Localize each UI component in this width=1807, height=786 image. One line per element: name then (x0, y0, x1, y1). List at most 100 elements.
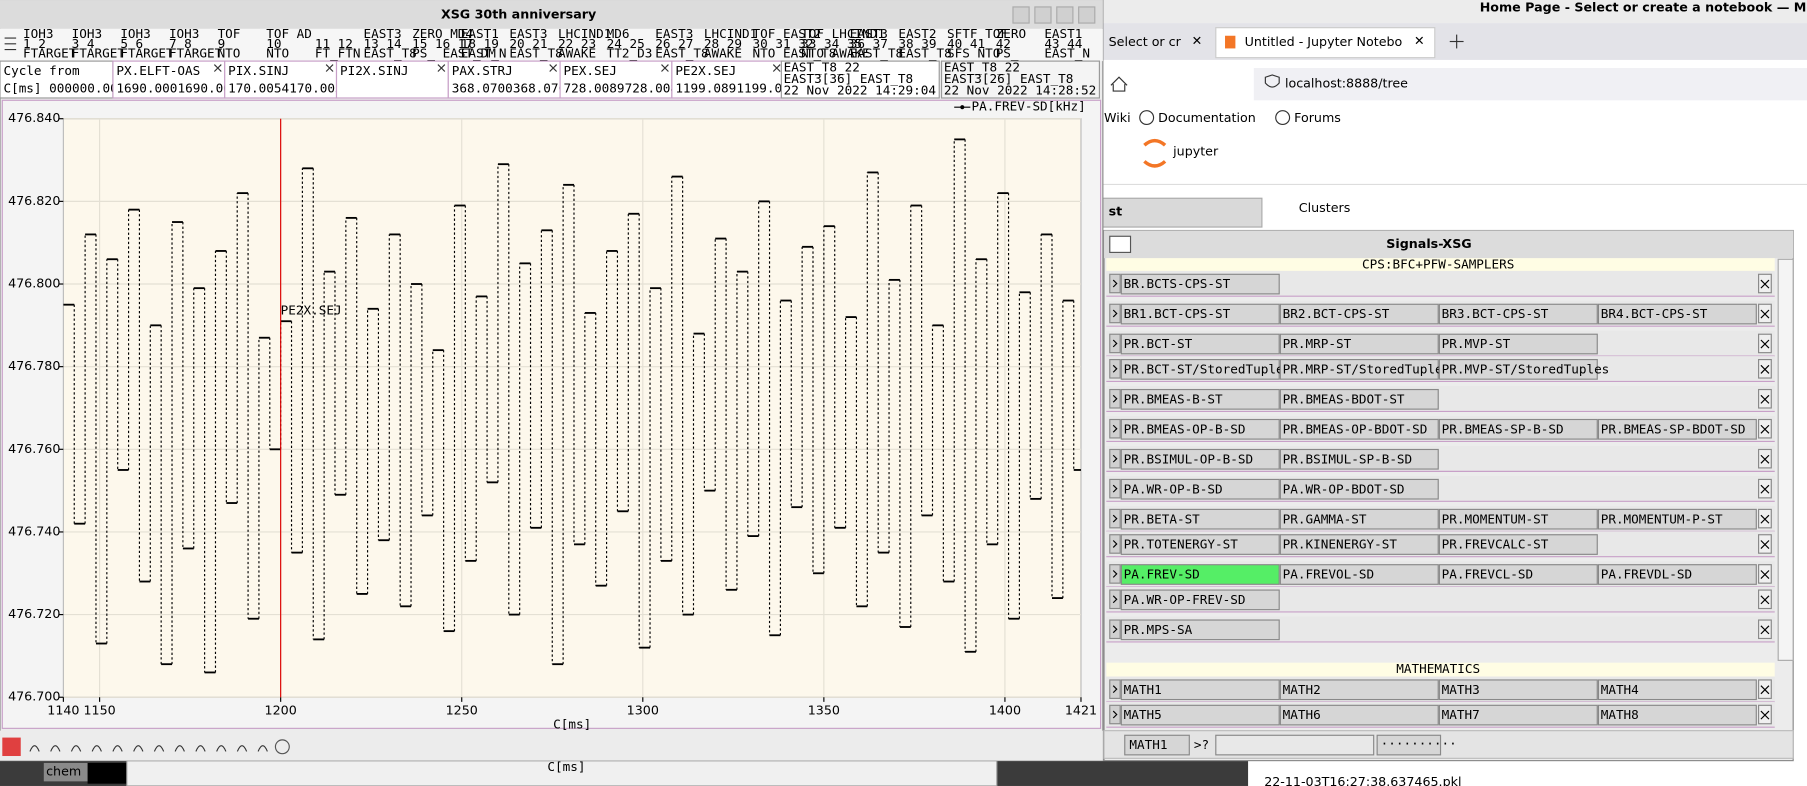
expand-button[interactable] (1109, 564, 1121, 584)
signal-button-label[interactable]: PR.BMEAS-OP-BDOT-SD (1283, 421, 1428, 436)
signal-button[interactable] (1120, 333, 1280, 355)
signal-button-label[interactable]: MATH1 (1124, 682, 1162, 697)
signal-button-label[interactable]: PA.WR-OP-BDOT-SD (1283, 481, 1405, 496)
signal-button-label[interactable]: PR.BSIMUL-OP-B-SD (1124, 451, 1254, 466)
signal-button[interactable] (1120, 418, 1280, 440)
signal-button-label[interactable]: MATH2 (1283, 682, 1321, 697)
signal-button[interactable] (1597, 679, 1757, 701)
tool-icon[interactable] (112, 745, 123, 752)
signal-button-label[interactable]: PR.BCT-ST (1124, 336, 1193, 351)
signal-button-label[interactable]: BR2.BCT-CPS-ST (1283, 306, 1390, 321)
signal-button[interactable] (1120, 273, 1280, 295)
window-button[interactable] (1078, 6, 1096, 24)
signal-button[interactable] (1438, 303, 1598, 325)
signal-box[interactable] (559, 60, 673, 99)
expand-button[interactable] (1109, 388, 1121, 409)
menu-icon[interactable] (4, 37, 17, 51)
select-text[interactable]: MATH1 (1129, 737, 1167, 752)
signal-button-label[interactable]: MATH3 (1442, 682, 1480, 697)
signal-button[interactable] (1120, 448, 1280, 470)
signal-button[interactable] (1438, 508, 1598, 530)
signal-button-label[interactable]: PR.GAMMA-ST (1283, 511, 1367, 526)
dots[interactable]: ·········· (1381, 736, 1457, 751)
settings-icon[interactable] (274, 739, 290, 755)
signal-button-label[interactable]: PR.TOTENERGY-ST (1124, 537, 1239, 552)
signal-box[interactable] (112, 60, 226, 99)
expand-button[interactable] (1109, 273, 1121, 294)
signal-button-label[interactable]: PR.BSIMUL-SP-B-SD (1283, 451, 1413, 466)
signal-button[interactable] (1438, 418, 1598, 440)
signal-button-label[interactable]: BR1.BCT-CPS-ST (1124, 306, 1231, 321)
signal-button[interactable] (1279, 679, 1439, 701)
signal-box[interactable] (447, 60, 561, 99)
expand-button[interactable] (1109, 478, 1121, 499)
signal-button[interactable] (1279, 564, 1439, 585)
signal-button-label[interactable]: PR.BETA-ST (1124, 511, 1201, 526)
signal-button-label[interactable]: MATH4 (1601, 682, 1639, 697)
select-box[interactable] (1124, 734, 1190, 756)
signal-button[interactable] (1120, 679, 1280, 701)
signal-button-label[interactable]: PR.BMEAS-SP-B-SD (1442, 421, 1564, 436)
signal-button-label[interactable]: PR.BMEAS-BDOT-ST (1283, 391, 1405, 406)
signal-button[interactable] (1279, 388, 1439, 410)
signal-button[interactable] (1120, 388, 1280, 410)
signal-button[interactable] (1120, 359, 1280, 380)
tab-title[interactable]: Untitled - Jupyter Notebo (1245, 34, 1403, 49)
signal-button-label[interactable]: PA.FREVCL-SD (1442, 567, 1533, 582)
signal-button-label[interactable]: PR.MVP-ST/StoredTuples (1442, 361, 1610, 376)
bookmark[interactable]: Forums (1294, 110, 1341, 125)
signal-button-label[interactable]: MATH7 (1442, 707, 1480, 722)
signal-button-label[interactable]: PR.BMEAS-SP-BDOT-SD (1601, 421, 1746, 436)
expand-button[interactable] (1109, 679, 1121, 699)
tool-icon[interactable] (91, 745, 102, 752)
tool-icon[interactable] (133, 745, 144, 752)
tab-title[interactable]: Select or cr (1109, 34, 1182, 49)
url-bar[interactable] (1253, 68, 1807, 101)
signal-box[interactable] (224, 60, 338, 99)
signal-button[interactable] (1279, 303, 1439, 325)
input-box[interactable] (1215, 734, 1375, 756)
bookmark[interactable]: Wiki (1104, 110, 1131, 125)
signal-button-label[interactable]: BR4.BCT-CPS-ST (1601, 306, 1708, 321)
signal-button[interactable] (1279, 534, 1439, 555)
signal-button-label[interactable]: PR.MOMENTUM-ST (1442, 511, 1549, 526)
signal-button[interactable] (1597, 418, 1757, 440)
signal-button-label[interactable]: PR.FREVCALC-ST (1442, 537, 1549, 552)
expand-button[interactable] (1109, 534, 1121, 554)
signal-button[interactable] (1120, 704, 1280, 726)
taskbar-item[interactable] (43, 762, 90, 782)
signal-button[interactable] (1438, 359, 1598, 380)
signal-button[interactable] (1438, 534, 1598, 555)
signal-button-label[interactable]: PR.BCT-ST/StoredTuples (1124, 361, 1292, 376)
signal-button-label[interactable]: PR.BMEAS-B-ST (1124, 391, 1223, 406)
signal-button-label[interactable]: PA.WR-OP-B-SD (1124, 481, 1223, 496)
tool-icon[interactable] (174, 745, 185, 752)
expand-button[interactable] (1109, 418, 1121, 439)
tool-icon[interactable] (50, 745, 61, 752)
signal-button[interactable] (1597, 564, 1757, 585)
window-button[interactable] (1012, 6, 1030, 24)
signal-button[interactable] (1438, 704, 1598, 726)
signal-button-label[interactable]: PR.MRP-ST (1283, 336, 1352, 351)
signal-button[interactable] (1279, 478, 1439, 500)
signal-button[interactable] (1597, 303, 1757, 325)
tool-icon[interactable] (257, 745, 268, 752)
scrollbar[interactable] (1777, 258, 1794, 661)
signal-button[interactable] (1120, 508, 1280, 530)
expand-button[interactable] (1109, 508, 1121, 529)
expand-button[interactable] (1109, 333, 1121, 354)
signal-button-label[interactable]: PA.FREVOL-SD (1283, 567, 1374, 582)
url-text[interactable]: localhost:8888/tree (1285, 76, 1408, 91)
expand-button[interactable] (1109, 619, 1121, 640)
signal-button-label[interactable]: MATH5 (1124, 707, 1162, 722)
signal-button[interactable] (1438, 679, 1598, 701)
signal-button[interactable] (1279, 704, 1439, 726)
signal-button-label[interactable]: PR.MRP-ST/StoredTuples (1283, 361, 1451, 376)
nav-link[interactable]: Clusters (1299, 200, 1351, 215)
dots-button[interactable] (1376, 734, 1442, 756)
signal-button-label[interactable]: MATH6 (1283, 707, 1321, 722)
signal-button-label[interactable]: PR.MVP-ST (1442, 336, 1511, 351)
signal-button[interactable] (1279, 448, 1439, 470)
stop-button[interactable] (2, 737, 21, 757)
tab[interactable] (1215, 27, 1436, 59)
